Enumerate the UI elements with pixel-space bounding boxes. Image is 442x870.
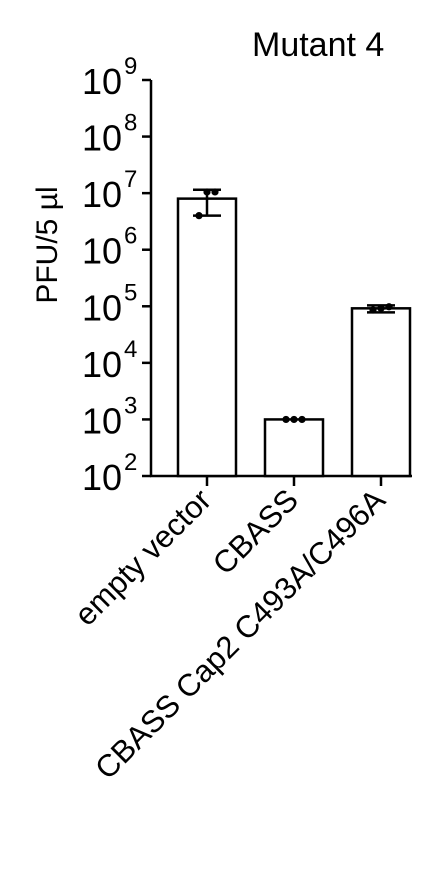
y-tick-label: 104 — [82, 336, 137, 385]
y-tick-label: 105 — [82, 279, 137, 328]
y-tick-label: 102 — [82, 449, 137, 498]
data-point — [211, 188, 219, 196]
data-point — [369, 306, 377, 314]
y-tick-label: 103 — [82, 392, 137, 441]
y-tick-labels: 102 103 104 105 106 107 108 109 — [82, 53, 137, 498]
y-tick-label: 109 — [82, 53, 137, 102]
bar — [350, 307, 412, 478]
y-tick-label: 107 — [82, 166, 137, 215]
data-point — [298, 415, 306, 424]
y-tick-label: 106 — [82, 223, 137, 272]
bar — [263, 418, 325, 478]
y-axis-label: PFU/5 µl — [31, 186, 64, 303]
bar — [176, 197, 238, 478]
data-point — [385, 303, 393, 311]
data-point — [282, 415, 290, 424]
chart-title: Mutant 4 — [252, 26, 384, 64]
data-point — [203, 188, 211, 196]
bars — [176, 188, 412, 478]
data-point — [377, 304, 385, 312]
y-tick-label: 108 — [82, 110, 137, 159]
x-tick-label: empty vector — [68, 482, 218, 632]
data-point — [195, 212, 203, 220]
data-point — [290, 415, 298, 424]
